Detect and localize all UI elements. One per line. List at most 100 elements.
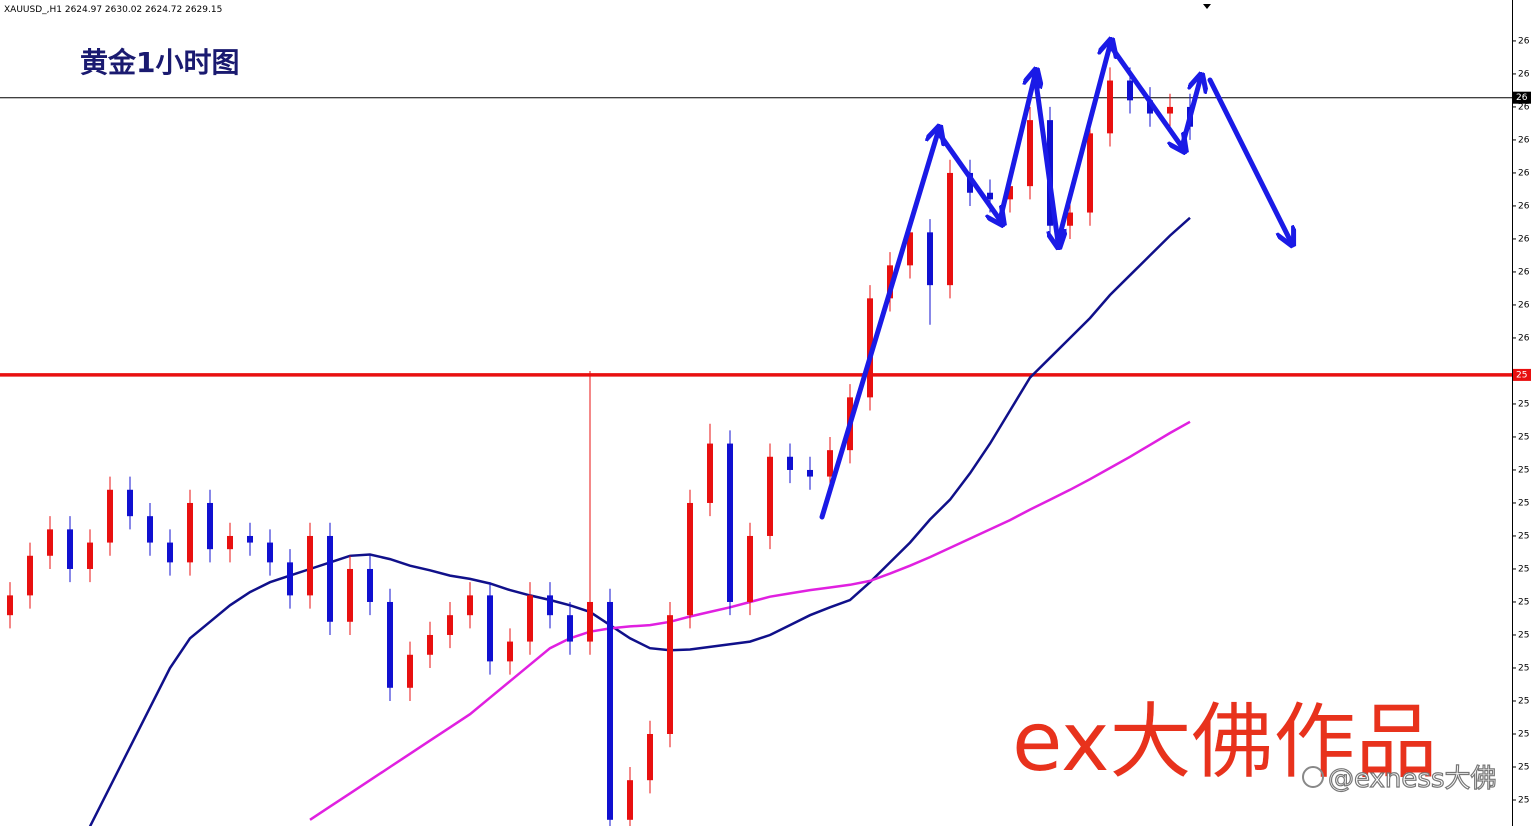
y-tick-label: 26 <box>1518 201 1530 211</box>
candle-body <box>867 298 873 398</box>
candle-body <box>1147 100 1153 114</box>
price-line-label: 25 <box>1516 370 1527 380</box>
candle-body <box>87 542 93 569</box>
candle-body <box>387 601 393 688</box>
candle-body <box>67 529 73 569</box>
candle-body <box>547 595 553 616</box>
candle-body <box>407 654 413 688</box>
candle-body <box>727 443 733 602</box>
candle-body <box>127 489 133 517</box>
candle-body <box>487 595 493 662</box>
candle-body <box>287 562 293 596</box>
candle-body <box>327 535 333 622</box>
candle-body <box>1067 212 1073 226</box>
price-line-label: 26 <box>1516 93 1528 103</box>
candle-body <box>667 615 673 734</box>
y-tick-label: 26 <box>1518 300 1530 310</box>
candle-body <box>427 634 433 655</box>
y-tick-label: 26 <box>1518 333 1530 343</box>
candle-body <box>807 469 813 477</box>
moving-average <box>88 216 1191 826</box>
price-line-tag <box>1513 368 1531 381</box>
arrow <box>1107 42 1182 147</box>
candle-body <box>247 535 253 543</box>
credit-icon <box>1302 766 1324 788</box>
candle-body <box>267 542 273 563</box>
y-tick-label: 26 <box>1518 69 1530 79</box>
candle-body <box>147 516 153 543</box>
arrow <box>1032 72 1058 242</box>
y-tick-label: 26 <box>1518 168 1530 178</box>
candle-body <box>907 232 913 266</box>
arrow <box>1055 45 1110 245</box>
candle-body <box>7 595 13 616</box>
y-tick-label: 25 <box>1518 696 1529 706</box>
y-tick-label: 25 <box>1518 564 1529 574</box>
candle-body <box>1087 133 1093 213</box>
y-tick-label: 25 <box>1518 663 1529 673</box>
candle-body <box>967 172 973 193</box>
candle-body <box>307 535 313 596</box>
watermark: ex大佛作品 <box>1012 695 1438 790</box>
candle-body <box>467 595 473 616</box>
arrow <box>935 129 1000 220</box>
candle-body <box>207 502 213 550</box>
y-tick-label: 25 <box>1518 531 1529 541</box>
arrow <box>1179 80 1200 150</box>
candle-body <box>1167 106 1173 114</box>
candle-body <box>527 595 533 642</box>
candle-body <box>987 192 993 200</box>
candle-body <box>687 502 693 616</box>
y-tick-label: 25 <box>1518 498 1529 508</box>
candle-body <box>47 529 53 556</box>
arrow <box>997 75 1035 223</box>
candle-body <box>507 641 513 662</box>
price-line-tag <box>1513 91 1531 104</box>
candle-body <box>447 615 453 635</box>
y-tick-label: 25 <box>1518 795 1529 805</box>
candle-body <box>767 456 773 536</box>
candle-body <box>587 601 593 642</box>
shift-marker <box>1203 4 1211 9</box>
candle-body <box>167 542 173 563</box>
y-tick-label: 25 <box>1518 630 1529 640</box>
y-tick-label: 25 <box>1518 762 1529 772</box>
candle-body <box>1007 186 1013 200</box>
chart-title: 黄金1小时图 <box>80 46 239 79</box>
y-tick-label: 25 <box>1518 597 1529 607</box>
candle-body <box>1127 80 1133 101</box>
y-tick-label: 26 <box>1518 102 1530 112</box>
candle-body <box>887 265 893 299</box>
candle-body <box>27 555 33 596</box>
y-tick-label: 26 <box>1518 234 1530 244</box>
candle-body <box>107 489 113 543</box>
arrow <box>1207 77 1290 240</box>
candle-body <box>607 601 613 820</box>
candle-body <box>827 450 833 477</box>
y-tick-label: 25 <box>1518 432 1529 442</box>
candle-body <box>347 568 353 622</box>
wave-arrows <box>819 42 1290 520</box>
y-tick-label: 25 <box>1518 399 1529 409</box>
candle-body <box>647 733 653 781</box>
candle-body <box>787 456 793 470</box>
symbol-header: XAUUSD_,H1 2624.97 2630.02 2624.72 2629.… <box>4 5 222 15</box>
arrow <box>819 132 938 520</box>
y-tick-label: 26 <box>1518 267 1530 277</box>
candle-body <box>367 568 373 602</box>
y-tick-label: 25 <box>1518 729 1529 739</box>
candle-body <box>187 502 193 563</box>
candle-body <box>227 535 233 550</box>
candle-body <box>627 780 633 820</box>
candle-body <box>947 172 953 286</box>
y-tick-label: 26 <box>1518 135 1530 145</box>
y-tick-label: 26 <box>1518 36 1530 46</box>
candle-body <box>707 443 713 503</box>
candle-body <box>1107 80 1113 134</box>
plot-area <box>0 67 1512 826</box>
y-tick-label: 25 <box>1518 465 1529 475</box>
candle-body <box>927 232 933 286</box>
